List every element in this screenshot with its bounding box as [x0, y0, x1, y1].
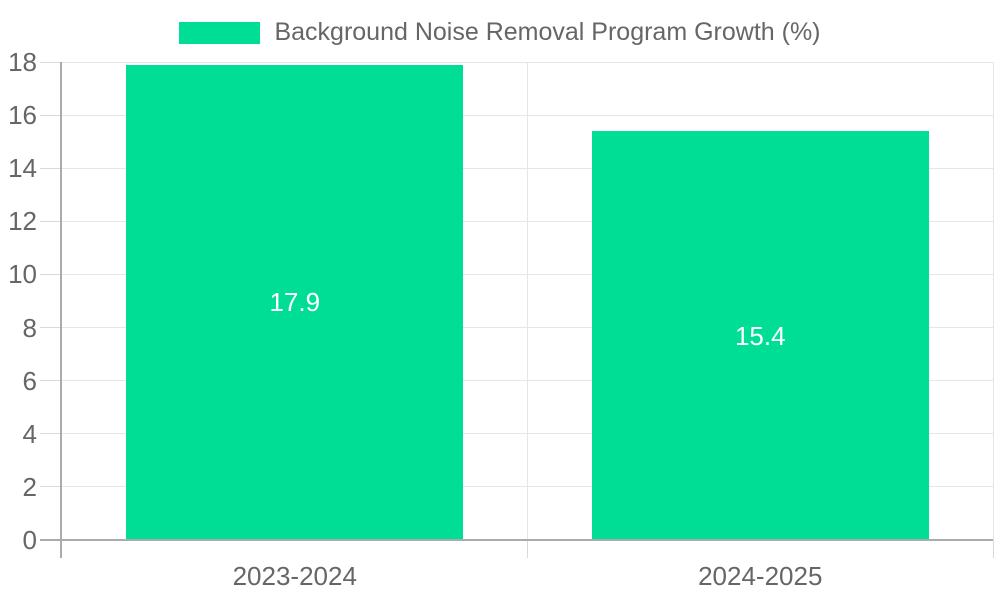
category-boundary-gridline: [992, 62, 994, 540]
x-tick-mark: [992, 540, 994, 558]
y-tick-label: 12: [8, 206, 37, 237]
bar-value-label: 15.4: [734, 320, 786, 351]
y-tick-label: 18: [8, 47, 37, 77]
y-tick-mark: [40, 114, 62, 116]
y-tick-mark: [40, 380, 62, 382]
legend-swatch-icon: [179, 21, 261, 44]
legend[interactable]: Background Noise Removal Program Growth …: [0, 20, 1000, 45]
y-tick-mark: [40, 433, 62, 435]
category-boundary-gridline: [527, 62, 528, 540]
y-tick-label: 0: [22, 525, 37, 555]
y-tick-label: 4: [22, 418, 37, 449]
bar-2023-2024[interactable]: [126, 64, 464, 540]
bar-2024-2025[interactable]: [591, 131, 929, 540]
y-tick-label: 16: [8, 100, 37, 131]
y-tick-mark: [40, 220, 62, 222]
x-tick-label: 2024-2025: [698, 561, 823, 591]
y-tick-label: 14: [8, 153, 37, 184]
y-tick-mark: [40, 61, 62, 63]
x-tick-label: 2023-2024: [232, 561, 357, 591]
y-tick-label: 2: [22, 471, 37, 502]
y-tick-label: 10: [8, 259, 37, 290]
x-tick-mark: [527, 540, 528, 558]
y-tick-mark: [40, 486, 62, 488]
y-tick-mark: [40, 327, 62, 329]
y-tick-mark: [40, 273, 62, 275]
y-axis-line: [59, 62, 62, 558]
y-tick-label: 6: [22, 365, 37, 396]
legend-label: Background Noise Removal Program Growth …: [274, 18, 821, 46]
y-tick-label: 8: [22, 312, 37, 343]
y-tick-mark: [40, 167, 62, 169]
x-axis-line: [40, 539, 993, 541]
bar-value-label: 17.9: [269, 287, 321, 318]
